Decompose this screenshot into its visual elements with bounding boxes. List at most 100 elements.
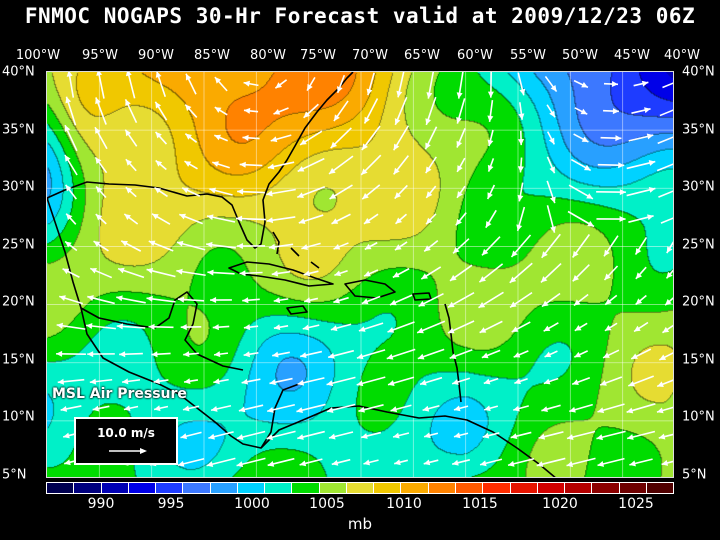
coastline-path — [272, 231, 320, 269]
wind-arrow-icon — [510, 431, 532, 440]
wind-arrow-icon — [120, 240, 142, 252]
lat-label-20n-right: 20°N — [682, 294, 715, 310]
wind-arrow-icon — [56, 322, 86, 330]
wind-arrow-icon — [447, 291, 475, 309]
wind-arrow-icon — [544, 75, 558, 93]
wind-arrow-icon — [603, 235, 619, 257]
wind-arrow-icon — [630, 348, 652, 360]
wind-arrow-icon — [125, 186, 137, 198]
wind-arrow-icon — [356, 349, 386, 360]
wind-arrow-icon — [392, 267, 410, 279]
wind-arrow-icon — [182, 405, 200, 412]
wind-arrow-icon — [89, 267, 113, 279]
colorbar-label-1000: 1000 — [234, 496, 270, 512]
wind-arrow-icon — [482, 432, 500, 439]
wind-arrow-icon — [326, 403, 356, 413]
wind-arrow-icon — [483, 377, 499, 385]
wind-arrow-icon — [266, 430, 296, 441]
wind-arrow-icon — [214, 76, 228, 92]
wind-arrow-icon — [148, 323, 174, 330]
wind-arrow-icon — [449, 348, 473, 360]
lat-label-35n-left: 35°N — [2, 122, 35, 138]
wind-arrow-icon — [237, 188, 265, 195]
colorbar-swatch — [128, 483, 157, 493]
wind-arrow-icon — [487, 72, 494, 98]
lat-label-5n-right: 5°N — [682, 467, 707, 483]
wind-arrow-icon — [570, 158, 592, 172]
coastline-path — [444, 303, 462, 403]
wind-arrow-icon — [424, 126, 438, 150]
wind-arrow-icon — [151, 213, 171, 225]
wind-arrow-icon — [183, 378, 199, 385]
wind-arrow-icon — [330, 323, 352, 332]
wind-arrow-icon — [96, 72, 105, 99]
wind-arrow-icon — [154, 101, 168, 121]
wind-arrow-icon — [356, 376, 386, 387]
colorbar-swatch — [428, 483, 456, 493]
wind-arrow-icon — [656, 406, 673, 414]
wind-arrow-icon — [177, 457, 205, 467]
wind-arrow-icon — [423, 239, 439, 253]
wind-arrow-icon — [538, 431, 564, 440]
wind-arrow-icon — [154, 186, 168, 198]
wind-arrow-icon — [479, 320, 503, 334]
wind-arrow-icon — [451, 459, 471, 466]
wind-arrow-icon — [148, 240, 174, 252]
reference-vector-box: 10.0 m/s — [74, 417, 178, 465]
colorbar-label-1020: 1020 — [542, 496, 578, 512]
lon-label-65w: 65°W — [404, 48, 440, 63]
wind-arrow-icon — [543, 322, 559, 332]
wind-arrow-icon — [394, 96, 408, 126]
colorbar-label-1015: 1015 — [462, 496, 498, 512]
wind-arrow-icon — [600, 135, 622, 142]
wind-arrow-icon — [626, 430, 656, 440]
wind-arrow-icon — [242, 134, 260, 141]
colorbar-swatch — [483, 483, 511, 493]
wind-arrow-icon — [302, 324, 320, 331]
wind-arrow-icon — [125, 158, 137, 172]
wind-arrow-icon — [416, 320, 446, 334]
wind-arrow-icon — [487, 129, 494, 147]
wind-arrow-icon — [212, 161, 230, 169]
wind-arrow-icon — [567, 210, 595, 228]
wind-arrow-icon — [392, 432, 410, 439]
wind-arrow-icon — [425, 96, 437, 126]
wind-arrow-icon — [546, 205, 556, 233]
wind-arrow-icon — [146, 295, 176, 303]
lat-label-15n-left: 15°N — [2, 352, 35, 368]
lon-label-55w: 55°W — [510, 48, 546, 63]
wind-arrow-icon — [574, 107, 588, 115]
wind-arrow-icon — [301, 242, 321, 250]
wind-arrow-icon — [662, 324, 673, 334]
colorbar-swatch — [565, 483, 593, 493]
colorbar-swatch — [646, 483, 674, 493]
wind-arrow-icon — [358, 322, 384, 332]
wind-arrow-icon — [396, 72, 405, 98]
lat-label-35n-right: 35°N — [682, 122, 715, 138]
wind-arrow-icon — [60, 405, 82, 412]
wind-arrow-icon — [270, 134, 292, 143]
lat-label-10n-right: 10°N — [682, 409, 715, 425]
coastline-path — [47, 72, 354, 249]
wind-arrow-icon — [394, 184, 408, 200]
wind-arrow-icon — [420, 266, 442, 280]
wind-arrow-icon — [664, 297, 673, 306]
wind-arrow-icon — [360, 154, 382, 176]
wind-arrow-icon — [573, 79, 589, 89]
wind-arrow-icon — [327, 349, 355, 359]
wind-arrow-icon — [154, 131, 168, 145]
wind-arrow-icon — [544, 350, 558, 358]
wind-arrow-icon — [184, 133, 198, 143]
wind-arrow-icon — [268, 243, 294, 250]
wind-arrow-icon — [183, 351, 199, 358]
wind-arrow-icon — [326, 376, 356, 387]
wind-arrow-icon — [206, 457, 236, 468]
wind-arrow-icon — [123, 213, 139, 225]
lat-label-40n-right: 40°N — [682, 64, 715, 80]
wind-arrow-icon — [299, 350, 323, 359]
wind-arrow-icon — [456, 72, 464, 99]
wind-arrow-icon — [633, 80, 649, 87]
wind-arrow-icon — [628, 375, 654, 387]
wind-arrow-icon — [658, 433, 673, 440]
wind-arrow-icon — [485, 209, 497, 229]
